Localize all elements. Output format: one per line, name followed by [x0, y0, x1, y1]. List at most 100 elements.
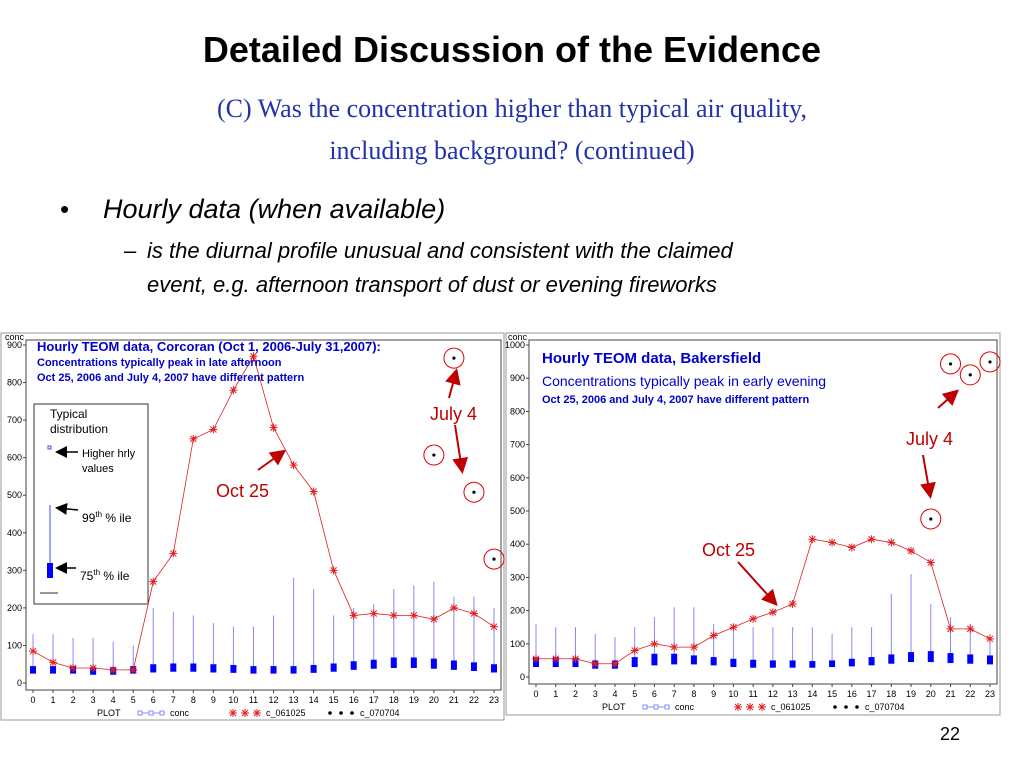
x-tick-label: 8: [691, 689, 696, 699]
star-point: [551, 654, 560, 663]
y-tick-label: 1000: [505, 340, 525, 350]
box: [30, 666, 36, 674]
star-point: [650, 639, 659, 648]
star-point: [289, 461, 298, 470]
y-tick-label: 900: [510, 373, 525, 383]
legend-swatch: [664, 704, 670, 710]
inset-label: 75th % ile: [80, 568, 130, 583]
star-point: [369, 609, 378, 618]
box: [908, 652, 915, 663]
star-point: [709, 631, 718, 640]
star-point: [129, 665, 138, 674]
x-tick-label: 9: [211, 695, 216, 705]
highlight-circle: [423, 444, 445, 466]
y-tick-label: 700: [7, 415, 22, 425]
arrow: [937, 389, 959, 409]
box: [450, 660, 457, 670]
legend-swatch: [653, 704, 659, 710]
legend-swatch: [328, 711, 332, 715]
y-tick-label: 100: [510, 639, 525, 649]
x-tick-label: 0: [533, 689, 538, 699]
star-point: [169, 549, 178, 558]
box: [750, 659, 757, 668]
box: [809, 661, 816, 668]
box: [250, 666, 257, 674]
arrow: [445, 368, 461, 399]
chart-title: Hourly TEOM data, Bakersfield: [542, 350, 761, 367]
box: [330, 663, 337, 672]
box: [190, 663, 197, 672]
x-tick-label: 6: [151, 695, 156, 705]
bullet-dot: •: [60, 194, 69, 224]
box: [868, 657, 875, 666]
dot-point: [432, 453, 436, 457]
x-tick-label: 5: [131, 695, 136, 705]
chart-subtitle: Concentrations typically peak in late af…: [37, 357, 282, 369]
y-tick-label: 600: [510, 473, 525, 483]
star-point: [749, 614, 758, 623]
chart-note: Oct 25, 2006 and July 4, 2007 have diffe…: [542, 394, 809, 406]
dot-point: [929, 517, 933, 521]
x-tick-label: 17: [369, 695, 379, 705]
highlight-circle: [940, 353, 962, 375]
box: [370, 659, 377, 669]
y-tick-label: 600: [7, 453, 22, 463]
x-tick-label: 11: [249, 695, 258, 705]
box: [730, 658, 737, 668]
box: [310, 664, 317, 673]
star-point: [532, 654, 540, 663]
dot-point: [472, 490, 476, 494]
x-tick-label: 9: [711, 689, 716, 699]
dot-point: [452, 356, 456, 360]
star-point: [89, 663, 98, 672]
box: [789, 660, 796, 668]
x-tick-label: 2: [573, 689, 578, 699]
star-point: [229, 386, 238, 395]
star-point: [887, 538, 896, 547]
star-point: [29, 647, 37, 656]
star-point: [429, 615, 438, 624]
x-tick-label: 10: [728, 689, 738, 699]
star-point: [986, 634, 994, 643]
x-tick-label: 15: [329, 695, 339, 705]
y-tick-label: 100: [7, 640, 22, 650]
x-tick-label: 22: [965, 689, 975, 699]
legend-label: c_061025: [266, 708, 306, 718]
box: [947, 653, 954, 664]
x-tick-label: 6: [652, 689, 657, 699]
dot-point: [492, 557, 496, 561]
annotation: July 4: [430, 404, 477, 424]
box: [848, 658, 855, 667]
x-tick-label: 17: [867, 689, 877, 699]
box: [651, 653, 658, 666]
y-tick-label: 900: [7, 340, 22, 350]
x-tick-label: 12: [768, 689, 778, 699]
x-tick-label: 23: [489, 695, 499, 705]
x-tick-label: 3: [91, 695, 96, 705]
star-point: [591, 659, 600, 668]
legend-label: conc: [675, 702, 695, 712]
legend-swatch: [833, 705, 837, 709]
inset-label: % ile: [100, 569, 130, 583]
box: [410, 657, 417, 668]
y-tick-label: 200: [7, 603, 22, 613]
x-tick-label: 0: [30, 695, 35, 705]
arrow: [920, 454, 936, 499]
star-point: [209, 425, 218, 434]
annotation: Oct 25: [702, 540, 755, 560]
chart-subtitle: Concentrations typically peak in early e…: [542, 373, 826, 389]
inset-label: 99: [82, 511, 96, 525]
box: [829, 660, 836, 668]
legend-swatch: [241, 709, 249, 717]
y-tick-label: 300: [510, 572, 525, 582]
inset-label: % ile: [102, 511, 132, 525]
page-number: 22: [940, 724, 960, 744]
inset-label: values: [82, 463, 114, 475]
legend-swatch: [253, 709, 261, 717]
box: [470, 662, 477, 671]
y-tick-label: 0: [17, 678, 22, 688]
star-point: [409, 611, 418, 620]
highlight-circle: [920, 508, 942, 530]
